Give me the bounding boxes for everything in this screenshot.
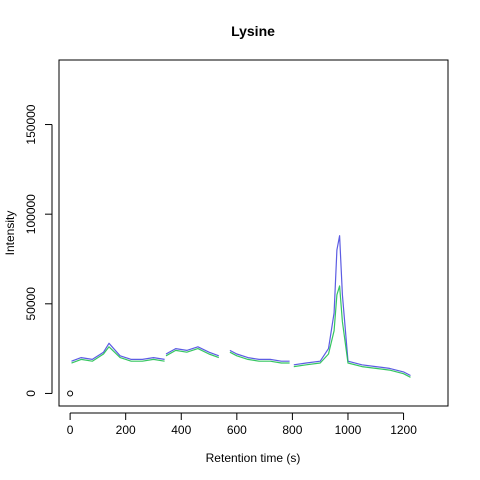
series-line-1-segment-2: [229, 351, 290, 364]
y-tick-label-0: 0: [24, 390, 38, 397]
series-line-0-segment-3: [293, 235, 411, 377]
y-tick-label-100000: 100000: [24, 194, 38, 234]
y-tick-label-150000: 150000: [24, 104, 38, 144]
x-tick-label-800: 800: [282, 423, 302, 437]
x-tick-label-200: 200: [116, 423, 136, 437]
x-tick-label-1000: 1000: [335, 423, 362, 437]
plot-frame: [58, 59, 449, 407]
series-line-0-segment-1: [165, 346, 220, 357]
series-line-1-segment-0: [71, 346, 165, 364]
series-line-1-segment-1: [165, 348, 220, 359]
plot-area: [67, 235, 411, 397]
x-axis-label: Retention time (s): [206, 451, 301, 465]
x-tick-label-0: 0: [67, 423, 74, 437]
series-line-0-segment-0: [71, 342, 165, 362]
chart-title: Lysine: [231, 23, 275, 39]
x-tick-label-600: 600: [227, 423, 247, 437]
x-tick-label-400: 400: [171, 423, 191, 437]
series-line-1-segment-3: [293, 285, 411, 378]
y-axis-label: Intensity: [3, 211, 17, 256]
data-point-0: [67, 390, 74, 397]
series-line-0-segment-2: [229, 349, 290, 362]
y-tick-label-50000: 50000: [24, 287, 38, 321]
axes: 0 200 400 600 800 1000 1200 0 50000 100000 150000: [24, 104, 417, 437]
x-tick-label-1200: 1200: [390, 423, 417, 437]
